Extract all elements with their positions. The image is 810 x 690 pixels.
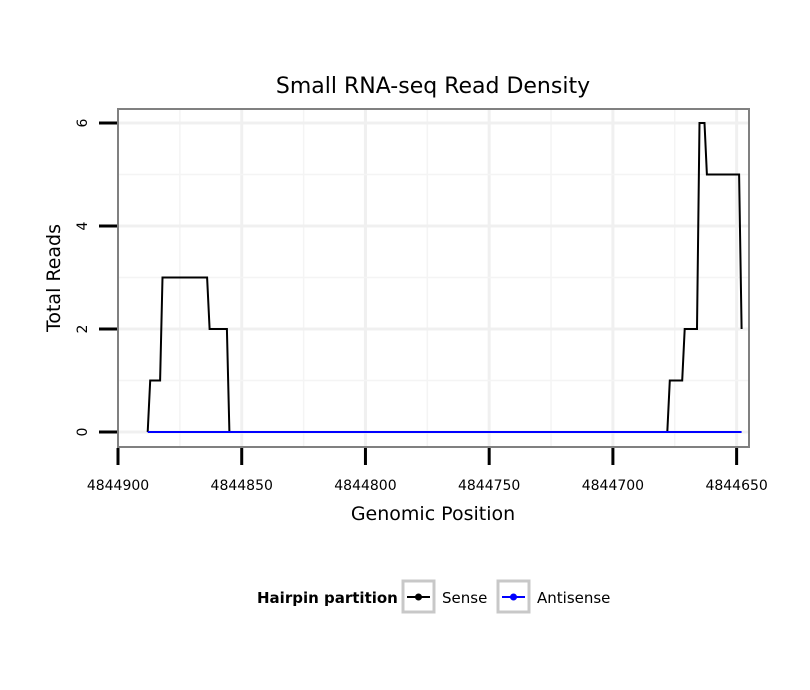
legend-key-antisense-point <box>510 593 517 601</box>
x-tick-label-0: 4844900 <box>87 478 149 494</box>
y-tick-label-3: 6 <box>75 118 91 127</box>
legend-title: Hairpin partition <box>257 589 398 607</box>
x-tick-label-5: 4844650 <box>705 478 767 494</box>
y-axis-label: Total Reads <box>43 224 65 333</box>
chart-title: Small RNA-seq Read Density <box>276 74 590 99</box>
legend-item-antisense: Antisense <box>496 579 610 614</box>
legend-label-sense: Sense <box>442 589 487 607</box>
x-tick-label-1: 4844850 <box>211 478 273 494</box>
legend-item-sense: Sense <box>401 579 487 614</box>
x-tick-label-2: 4844800 <box>334 478 396 494</box>
series-layer <box>146 122 743 433</box>
x-axis: 4844900 4844850 4844800 4844750 4844700 48446… <box>87 448 768 494</box>
x-tick-label-3: 4844750 <box>458 478 520 494</box>
y-axis: 0 2 4 6 <box>75 118 117 436</box>
y-tick-label-1: 2 <box>75 325 91 334</box>
legend-label-antisense: Antisense <box>537 589 610 607</box>
x-tick-label-4: 4844700 <box>582 478 644 494</box>
y-tick-label-0: 0 <box>75 428 91 437</box>
legend-key-sense-point <box>415 593 422 601</box>
x-axis-label: Genomic Position <box>351 503 515 525</box>
legend: Hairpin partition Sense Antisense <box>257 579 610 614</box>
y-tick-label-2: 4 <box>75 221 91 230</box>
